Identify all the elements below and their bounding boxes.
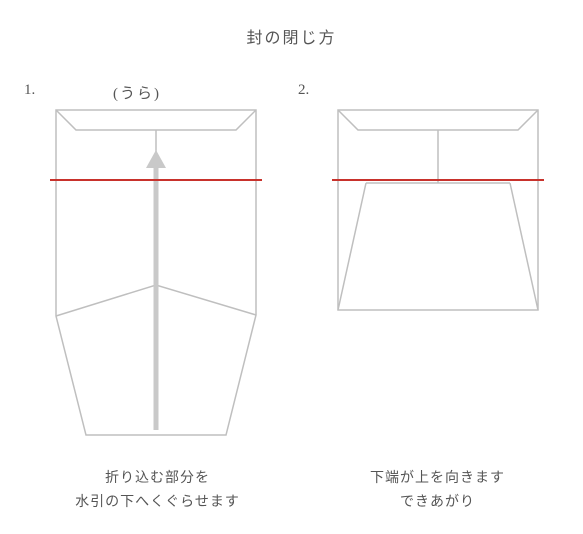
right-fold-line: [510, 183, 538, 310]
step-2-caption-line2: できあがり: [400, 495, 475, 510]
page-title: 封の閉じ方: [0, 24, 583, 48]
step-2-diagram: [338, 110, 538, 310]
step-1-caption-line2: 水引の下へくぐらせます: [75, 495, 240, 510]
step-1-caption-line1: 折り込む部分を: [105, 471, 210, 486]
flap-line: [338, 110, 538, 130]
step-1-label: (うら): [113, 82, 161, 103]
step-1-diagram: [56, 110, 256, 440]
step-1-caption: 折り込む部分を 水引の下へくぐらせます: [60, 467, 255, 515]
flap-line: [56, 110, 256, 130]
arrow-icon: [146, 150, 166, 430]
left-fold-line: [338, 183, 366, 310]
step-2-number: 2.: [298, 82, 309, 99]
step-1-number: 1.: [24, 82, 35, 99]
diagram-canvas: 封の閉じ方 1. (うら) 折り込む部分を 水引の下へくぐらせます 2.: [0, 0, 583, 534]
step-2-caption-line1: 下端が上を向きます: [370, 471, 505, 486]
step-2-caption: 下端が上を向きます できあがり: [335, 467, 540, 515]
